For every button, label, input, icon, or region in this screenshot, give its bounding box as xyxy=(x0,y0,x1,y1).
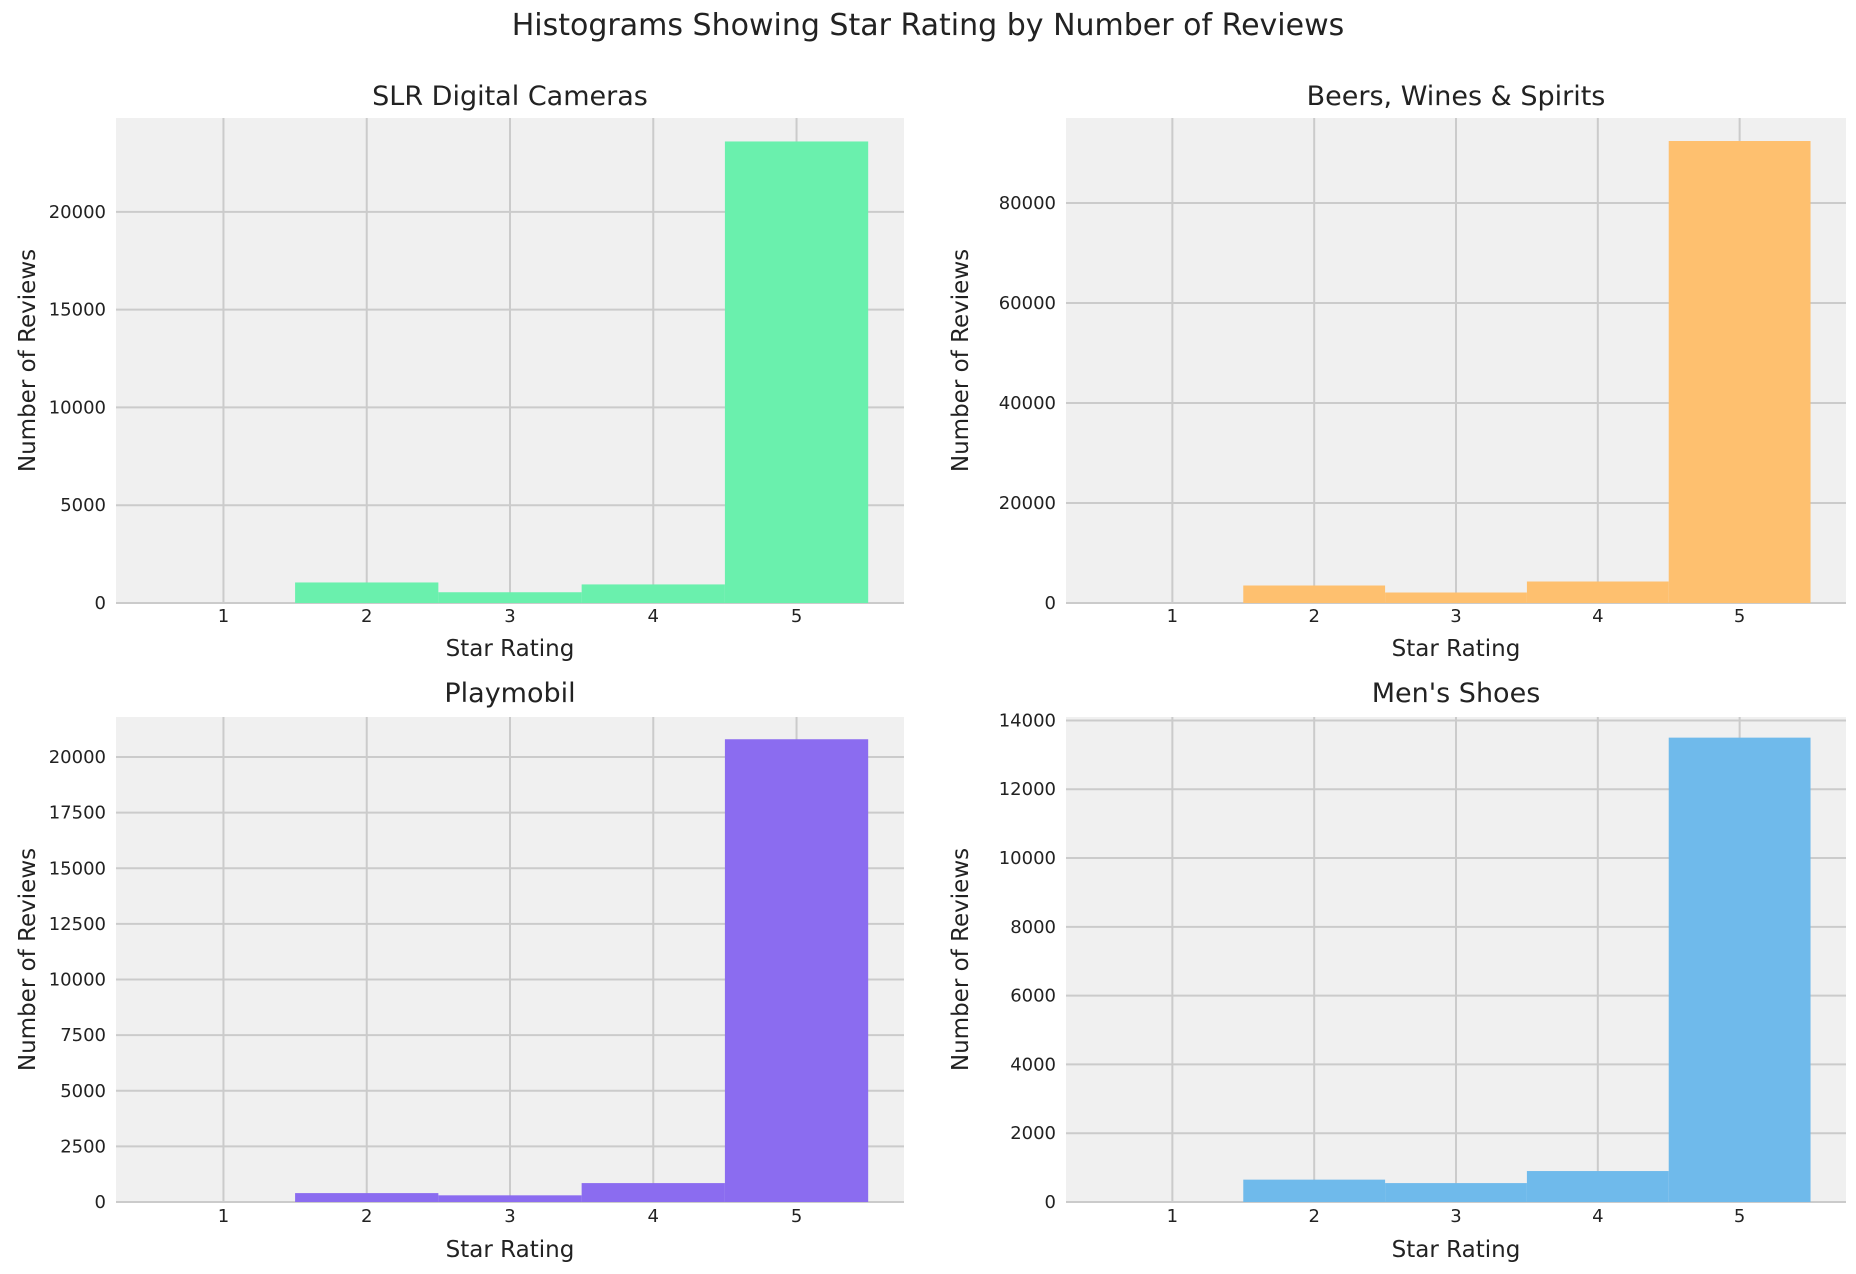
y-tick-label: 12500 xyxy=(49,914,106,935)
histogram-bar xyxy=(1668,737,1811,1202)
chart-slr-digital-cameras: 1 2 3 4 5 0 5000 10000 15000 20000 SLR Digital Cam… xyxy=(15,81,904,662)
chart-beers-wines-spirits: 1 2 3 4 5 0 20000 40000 60000 80000 Beers, Wines &… xyxy=(948,81,1846,662)
x-axis-label: Star Rating xyxy=(446,636,575,662)
x-tick-label: 4 xyxy=(648,606,659,627)
histogram-bar xyxy=(1526,581,1669,603)
chart-title: Playmobil xyxy=(444,678,575,709)
x-tick-label: 2 xyxy=(361,606,372,627)
y-tick-label: 5000 xyxy=(60,1081,106,1102)
y-tick-label: 0 xyxy=(95,1192,106,1213)
chart-playmobil: 1 2 3 4 5 0 2500 5000 7500 10000 12500 15000 17500 20… xyxy=(15,678,904,1263)
y-axis-label: Number of Reviews xyxy=(15,848,41,1071)
chart-title: Men's Shoes xyxy=(1372,678,1541,709)
y-tick-label: 4000 xyxy=(1010,1054,1056,1075)
y-axis-label: Number of Reviews xyxy=(15,249,41,472)
histogram-bar xyxy=(438,592,582,603)
histogram-bar xyxy=(1243,1179,1386,1202)
x-tick-label: 1 xyxy=(1167,606,1178,627)
x-tick-label: 3 xyxy=(504,1206,515,1227)
x-axis-label: Star Rating xyxy=(1392,636,1521,662)
histogram-bar xyxy=(1526,1171,1669,1202)
y-tick-label: 2000 xyxy=(1010,1123,1056,1144)
histogram-bar xyxy=(724,141,869,603)
y-tick-label: 7500 xyxy=(60,1025,106,1046)
x-tick-label: 1 xyxy=(218,1206,229,1227)
x-tick-label: 5 xyxy=(1734,606,1745,627)
x-tick-label: 5 xyxy=(791,606,802,627)
figure-title: Histograms Showing Star Rating by Number… xyxy=(511,8,1345,43)
y-tick-label: 20000 xyxy=(49,202,106,223)
y-axis-label: Number of Reviews xyxy=(948,848,974,1071)
y-tick-label: 20000 xyxy=(49,747,106,768)
histogram-bar xyxy=(1385,1183,1527,1202)
x-tick-label: 3 xyxy=(1450,606,1461,627)
x-tick-label: 4 xyxy=(648,1206,659,1227)
x-tick-label: 3 xyxy=(504,606,515,627)
x-tick-label: 2 xyxy=(361,1206,372,1227)
x-tick-label: 5 xyxy=(1734,1206,1745,1227)
histogram-bar xyxy=(581,1183,725,1202)
y-tick-label: 0 xyxy=(95,593,106,614)
x-tick-label: 4 xyxy=(1592,1206,1603,1227)
histogram-bar xyxy=(295,1193,439,1202)
y-tick-label: 17500 xyxy=(49,803,106,824)
y-tick-label: 15000 xyxy=(49,300,106,321)
histogram-bar xyxy=(1385,592,1527,603)
y-tick-label: 2500 xyxy=(60,1136,106,1157)
y-tick-label: 12000 xyxy=(999,779,1056,800)
y-tick-label: 8000 xyxy=(1010,917,1056,938)
y-tick-label: 10000 xyxy=(49,397,106,418)
x-tick-label: 4 xyxy=(1592,606,1603,627)
histogram-bar xyxy=(295,582,439,603)
x-tick-label: 2 xyxy=(1308,606,1319,627)
x-tick-label: 1 xyxy=(218,606,229,627)
histogram-bar xyxy=(1668,141,1811,603)
y-tick-label: 15000 xyxy=(49,858,106,879)
histogram-bar xyxy=(581,584,725,603)
x-tick-label: 3 xyxy=(1450,1206,1461,1227)
y-tick-label: 80000 xyxy=(999,193,1056,214)
x-tick-label: 1 xyxy=(1167,1206,1178,1227)
y-tick-label: 10000 xyxy=(49,970,106,991)
y-tick-label: 5000 xyxy=(60,495,106,516)
y-tick-label: 60000 xyxy=(999,293,1056,314)
chart-mens-shoes: 1 2 3 4 5 0 2000 4000 6000 8000 10000 12000 14000 Men… xyxy=(948,678,1846,1263)
chart-title: Beers, Wines & Spirits xyxy=(1307,81,1606,112)
y-axis-label: Number of Reviews xyxy=(948,249,974,472)
histogram-bar xyxy=(438,1195,582,1202)
x-tick-label: 2 xyxy=(1308,1206,1319,1227)
x-axis-label: Star Rating xyxy=(1392,1237,1521,1263)
chart-title: SLR Digital Cameras xyxy=(372,81,648,112)
y-tick-label: 40000 xyxy=(999,393,1056,414)
y-tick-label: 10000 xyxy=(999,848,1056,869)
y-tick-label: 20000 xyxy=(999,493,1056,514)
x-tick-label: 5 xyxy=(791,1206,802,1227)
histogram-bar xyxy=(1243,585,1386,603)
y-tick-label: 14000 xyxy=(999,710,1056,731)
y-tick-label: 0 xyxy=(1045,593,1056,614)
y-tick-label: 6000 xyxy=(1010,986,1056,1007)
x-axis-label: Star Rating xyxy=(446,1237,575,1263)
histogram-bar xyxy=(724,739,869,1202)
y-tick-label: 0 xyxy=(1045,1192,1056,1213)
